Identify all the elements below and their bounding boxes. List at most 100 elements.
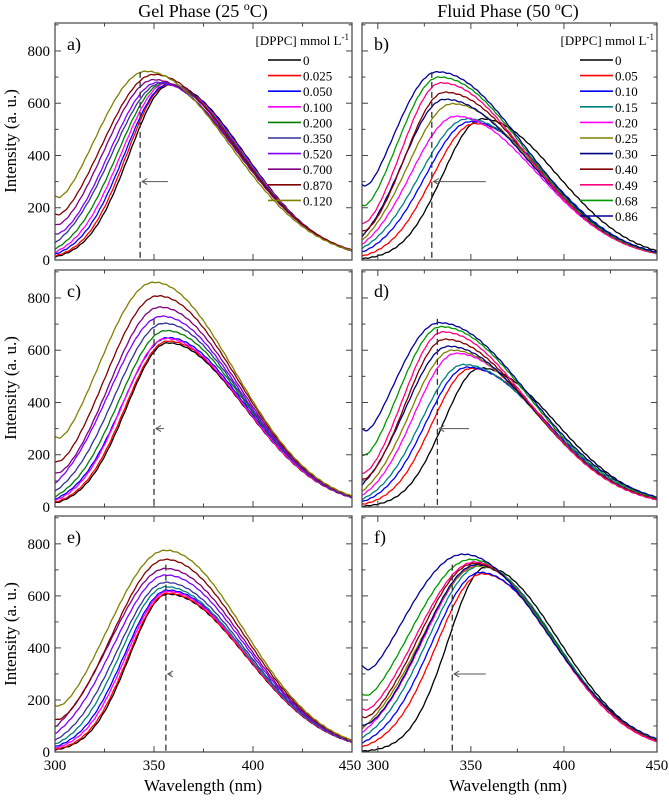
series-line-0.520 bbox=[55, 574, 352, 742]
plot-frame bbox=[361, 22, 658, 261]
legend-item: 0.120 bbox=[268, 193, 332, 208]
legend-label: 0.10 bbox=[615, 84, 638, 99]
legend-item: 0.050 bbox=[268, 84, 332, 99]
y-tick-label: 600 bbox=[28, 96, 51, 112]
series-line-0.120 bbox=[55, 281, 352, 497]
series-line-0 bbox=[362, 566, 657, 752]
legend-item: 0.20 bbox=[580, 115, 638, 130]
legend-label: 0.30 bbox=[615, 147, 638, 162]
panel-b: b) [DPPC] mmol L-100.050.100.150.200.250.… bbox=[361, 22, 658, 261]
legend-item: 0.25 bbox=[580, 131, 638, 146]
panel-f: 300 350 400 450 f) bbox=[361, 515, 669, 774]
legend-label: 0.200 bbox=[303, 115, 332, 130]
series-group bbox=[362, 70, 657, 260]
y-tick-label: 800 bbox=[28, 44, 51, 60]
legend-title: [DPPC] mmol L-1 bbox=[256, 32, 349, 48]
y-tick-label: 0 bbox=[43, 500, 51, 516]
x-tick-label: 300 bbox=[367, 758, 390, 774]
series-line-0.86 bbox=[362, 553, 657, 740]
series-line-0.68 bbox=[362, 76, 657, 254]
panel-label: e) bbox=[67, 527, 81, 548]
series-line-0.86 bbox=[362, 70, 657, 253]
series-group bbox=[362, 553, 657, 752]
panel-label: b) bbox=[374, 34, 389, 55]
legend-label: 0 bbox=[615, 53, 622, 68]
x-axis-title-left: Wavelength (nm) bbox=[144, 776, 262, 795]
legend-label: 0.49 bbox=[615, 178, 638, 193]
panel-label: a) bbox=[67, 34, 81, 55]
x-tick-label: 450 bbox=[646, 758, 669, 774]
series-line-0.100 bbox=[55, 590, 352, 749]
series-line-0.350 bbox=[55, 322, 352, 498]
series-line-0.10 bbox=[362, 571, 657, 744]
series-line-0.05 bbox=[362, 572, 657, 748]
y-tick-label: 400 bbox=[28, 148, 51, 164]
series-line-0.100 bbox=[55, 337, 352, 502]
legend-item: 0 bbox=[580, 53, 622, 68]
legend-label: 0.20 bbox=[615, 115, 638, 130]
series-line-0.68 bbox=[362, 325, 657, 499]
x-tick-label: 300 bbox=[44, 758, 67, 774]
panel-c: 0 200 400 600 800 c) bbox=[28, 269, 353, 516]
legend-item: 0.025 bbox=[268, 69, 332, 84]
series-line-0 bbox=[55, 593, 352, 751]
gel-phase-title: Gel Phase (25 oC) bbox=[138, 0, 267, 22]
legend-label: 0.050 bbox=[303, 84, 332, 99]
series-group bbox=[55, 549, 352, 751]
series-line-0.050 bbox=[55, 589, 352, 748]
series-line-0.49 bbox=[362, 330, 657, 500]
y-tick-label: 600 bbox=[28, 589, 51, 605]
y-tick-label: 400 bbox=[28, 395, 51, 411]
y-axis-title-middle: Intensity (a. u.) bbox=[1, 336, 20, 440]
legend-label: 0.25 bbox=[615, 131, 638, 146]
series-line-0.025 bbox=[55, 592, 352, 750]
legend-label: 0.520 bbox=[303, 147, 332, 162]
series-line-0.49 bbox=[362, 81, 657, 255]
panel-label: d) bbox=[374, 281, 389, 302]
legend-label: 0.86 bbox=[615, 209, 638, 224]
y-tick-label: 0 bbox=[43, 745, 51, 761]
series-group bbox=[55, 70, 352, 258]
series-line-0.120 bbox=[55, 549, 352, 741]
series-line-0.700 bbox=[55, 78, 352, 251]
series-line-0.49 bbox=[362, 561, 657, 743]
legend-item: 0.200 bbox=[268, 115, 332, 130]
plot-frame bbox=[361, 269, 658, 508]
legend-title: [DPPC] mmol L-1 bbox=[561, 32, 654, 48]
series-line-0.40 bbox=[362, 562, 657, 741]
legend-item: 0.700 bbox=[268, 162, 332, 177]
series-line-0.40 bbox=[362, 338, 657, 501]
x-tick-label: 400 bbox=[553, 758, 576, 774]
x-tick-label: 350 bbox=[460, 758, 483, 774]
series-line-0.700 bbox=[55, 306, 352, 498]
y-tick-label: 400 bbox=[28, 641, 51, 657]
legend-label: 0.870 bbox=[303, 178, 332, 193]
y-tick-label: 800 bbox=[28, 291, 51, 307]
legend-label: 0.100 bbox=[303, 100, 332, 115]
legend-item: 0.40 bbox=[580, 162, 638, 177]
legend-label: 0.120 bbox=[303, 193, 332, 208]
arrow-head-icon bbox=[432, 178, 439, 186]
series-line-0 bbox=[362, 367, 657, 507]
series-group bbox=[55, 281, 352, 504]
series-line-0 bbox=[55, 342, 352, 504]
y-tick-label: 200 bbox=[28, 201, 51, 217]
series-group bbox=[362, 321, 657, 507]
legend-item: 0.68 bbox=[580, 193, 638, 208]
arrow-head-icon bbox=[155, 425, 162, 433]
panel-d: d) bbox=[361, 269, 658, 508]
legend-label: 0.15 bbox=[615, 100, 638, 115]
x-tick-label: 450 bbox=[339, 758, 362, 774]
fluid-phase-title: Fluid Phase (50 oC) bbox=[437, 0, 579, 22]
series-line-0.870 bbox=[55, 558, 352, 742]
legend-label: 0 bbox=[303, 53, 310, 68]
series-line-0.10 bbox=[362, 120, 657, 254]
legend-item: 0.05 bbox=[580, 69, 638, 84]
legend-label: 0.350 bbox=[303, 131, 332, 146]
legend-item: 0.870 bbox=[268, 178, 332, 193]
x-tick-label: 350 bbox=[143, 758, 166, 774]
legend-item: 0.350 bbox=[268, 131, 332, 146]
legend-label: 0.05 bbox=[615, 69, 638, 84]
